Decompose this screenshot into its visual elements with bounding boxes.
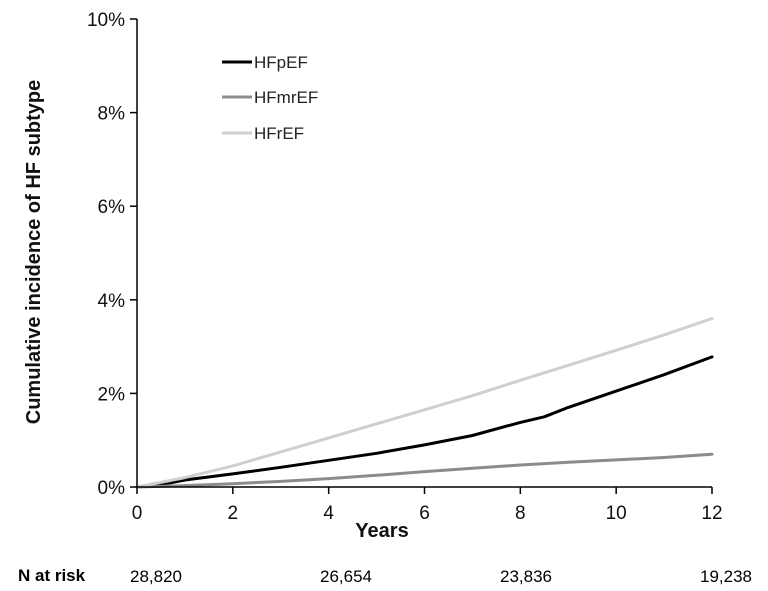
y-tick-label: 0% [98, 478, 126, 499]
series-line-hfmref [135, 452, 714, 489]
x-tick-label: 10 [606, 503, 627, 524]
axes: 0% 2% 4% 6% 8% 10% 0 2 4 6 8 10 12 [87, 10, 723, 524]
legend-label: HFpEF [254, 53, 308, 72]
x-tick-label: 2 [228, 503, 239, 524]
x-tick-label: 4 [323, 503, 334, 524]
y-axis-title: Cumulative incidence of HF subtype [23, 80, 45, 425]
y-tick-label: 10% [87, 10, 125, 31]
cumulative-incidence-chart: 0%2%4%6%8%10%0 2 4 6 8 10 12 HFpEFHFmrEFHFrEF … [23, 10, 723, 542]
legend-label: HFrEF [254, 124, 304, 143]
series-line-hfref [135, 317, 714, 489]
risk-value-2: 23,836 [500, 567, 552, 586]
risk-value-3: 19,238 [700, 567, 752, 586]
x-axis-title: Years [355, 520, 408, 542]
y-tick-label: 8% [98, 104, 126, 125]
y-tick-label: 6% [98, 197, 126, 218]
x-tick-label: 0 [132, 503, 143, 524]
risk-table-label: N at risk [18, 566, 86, 585]
legend-label: HFmrEF [254, 88, 318, 107]
x-tick-label: 8 [515, 503, 526, 524]
x-tick-label: 6 [419, 503, 430, 524]
y-tick-label: 2% [98, 384, 126, 405]
plot-lines [135, 317, 714, 489]
y-tick-label: 4% [98, 291, 126, 312]
legend: HFpEF HFmrEF HFrEF [222, 53, 318, 143]
series-line-hfpef [135, 355, 714, 489]
risk-value-1: 26,654 [320, 567, 372, 586]
risk-value-0: 28,820 [130, 567, 182, 586]
x-tick-label: 12 [701, 503, 722, 524]
